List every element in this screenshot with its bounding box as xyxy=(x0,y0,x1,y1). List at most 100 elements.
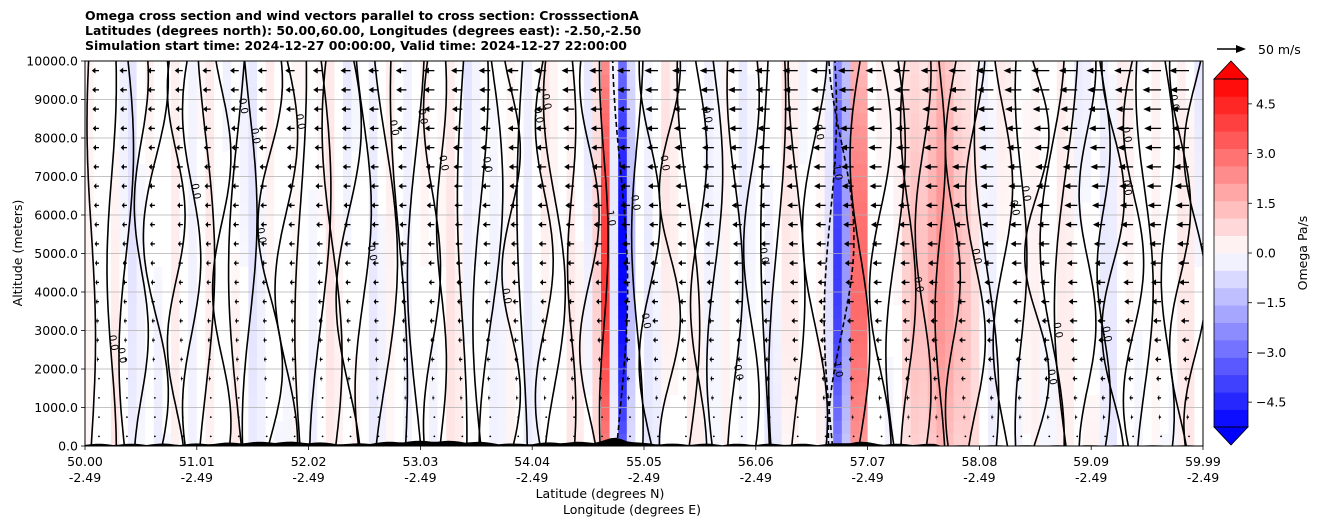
field-cell xyxy=(179,86,189,101)
wind-vector-head xyxy=(368,86,374,93)
field-cell xyxy=(790,356,800,370)
field-cell xyxy=(506,279,516,293)
field-cell xyxy=(1160,292,1170,306)
field-cell xyxy=(317,330,327,344)
field-cell xyxy=(1134,381,1144,396)
field-cell xyxy=(214,279,224,293)
wind-vector-head xyxy=(122,221,125,228)
field-cell xyxy=(368,86,378,101)
field-cell xyxy=(480,202,490,216)
field-cell xyxy=(1013,420,1023,434)
field-cell xyxy=(936,356,946,370)
field-cell xyxy=(781,150,791,165)
field-cell xyxy=(919,163,929,178)
wind-vector-head xyxy=(152,356,154,363)
field-cell xyxy=(644,330,654,344)
field-cell xyxy=(334,240,344,255)
field-cell xyxy=(1185,73,1195,88)
field-cell xyxy=(222,330,232,344)
field-cell xyxy=(721,73,731,88)
field-cell xyxy=(351,112,361,126)
field-cell xyxy=(282,279,292,293)
field-cell xyxy=(1142,150,1152,165)
field-cell xyxy=(790,369,800,383)
field-cell xyxy=(609,317,619,332)
field-cell xyxy=(257,227,267,242)
field-cell xyxy=(601,253,611,267)
field-cell xyxy=(902,125,912,139)
field-cell xyxy=(523,343,533,357)
field-cell xyxy=(472,150,482,165)
field-cell xyxy=(437,343,447,357)
field-cell xyxy=(239,73,249,88)
field-cell xyxy=(291,343,301,357)
wind-vector-head xyxy=(730,183,737,190)
field-cell xyxy=(1013,407,1023,421)
field-cell xyxy=(566,227,576,242)
wind-vector-head xyxy=(232,221,236,228)
field-cell xyxy=(523,176,533,190)
field-cell xyxy=(1134,266,1144,280)
field-cell xyxy=(360,433,370,446)
field-cell xyxy=(257,240,267,255)
field-cell xyxy=(128,292,138,306)
field-cell xyxy=(196,112,206,126)
field-cell xyxy=(798,266,808,280)
field-cell xyxy=(102,356,112,370)
field-cell xyxy=(695,176,705,190)
field-cell xyxy=(102,61,112,75)
field-cell xyxy=(497,330,507,344)
field-cell xyxy=(687,253,697,267)
wind-vector-head xyxy=(672,86,680,93)
field-cell xyxy=(515,176,525,190)
field-cell xyxy=(592,304,602,319)
field-cell xyxy=(712,381,722,396)
field-cell xyxy=(558,112,568,126)
field-cell xyxy=(764,189,774,203)
field-cell xyxy=(222,227,232,242)
field-cell xyxy=(893,407,903,421)
field-cell xyxy=(859,292,869,306)
field-cell xyxy=(1160,330,1170,344)
field-cell xyxy=(841,343,851,357)
field-cell xyxy=(239,99,249,113)
contour-label: 0.0 xyxy=(969,248,983,266)
field-cell xyxy=(222,202,232,216)
field-cell xyxy=(343,381,353,396)
field-cell xyxy=(1142,99,1152,113)
field-cell xyxy=(420,86,430,101)
wind-vector-head xyxy=(784,125,792,132)
field-cell xyxy=(626,394,636,409)
field-cell xyxy=(558,227,568,242)
field-cell xyxy=(1108,202,1118,216)
field-cell xyxy=(609,266,619,280)
field-cell xyxy=(1151,138,1161,152)
field-cell xyxy=(988,433,998,446)
field-cell xyxy=(368,304,378,319)
field-cell xyxy=(583,253,593,267)
field-cell xyxy=(592,189,602,203)
field-cell xyxy=(730,227,740,242)
field-cell xyxy=(927,86,937,101)
field-cell xyxy=(239,394,249,409)
field-cell xyxy=(472,420,482,434)
field-cell xyxy=(1125,330,1135,344)
field-cell xyxy=(738,292,748,306)
field-cell xyxy=(291,304,301,319)
field-cell xyxy=(618,240,628,255)
field-cell xyxy=(1091,138,1101,152)
field-cell xyxy=(300,266,310,280)
wind-vector-head xyxy=(709,356,712,363)
field-cell xyxy=(1108,420,1118,434)
field-cell xyxy=(609,125,619,139)
contour-label: 0.0 xyxy=(757,247,771,265)
field-cell xyxy=(1031,163,1041,178)
field-cell xyxy=(523,317,533,332)
field-cell xyxy=(153,150,163,165)
contour-line xyxy=(658,61,682,446)
field-cell xyxy=(1117,99,1127,113)
wind-vector-head xyxy=(594,240,599,247)
field-cell xyxy=(222,253,232,267)
field-cell xyxy=(1134,189,1144,203)
field-cell xyxy=(790,253,800,267)
